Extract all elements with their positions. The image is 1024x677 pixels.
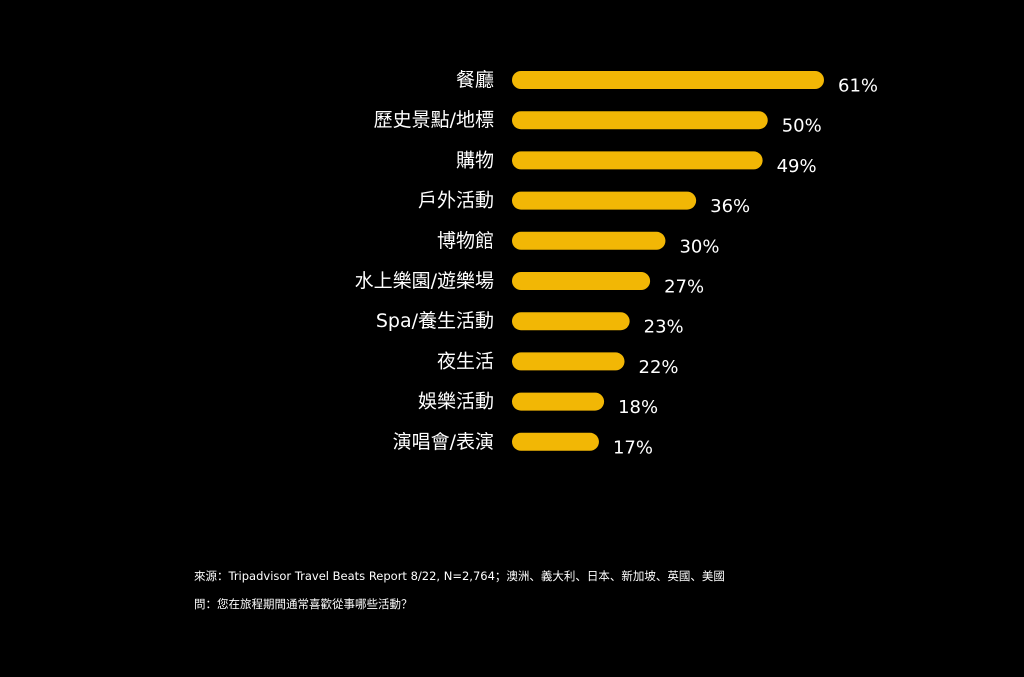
category-label-3: 購物: [456, 149, 494, 171]
category-label-1: 餐廳: [456, 69, 494, 91]
question-note: 問：您在旅程期間通常喜歡從事哪些活動？: [194, 597, 413, 611]
bar-9: [512, 392, 605, 411]
value-label-8: 22%: [639, 357, 679, 378]
bar-2: [512, 111, 768, 130]
value-label-1: 61%: [838, 76, 878, 97]
bar-6: [512, 272, 651, 290]
value-label-3: 49%: [777, 156, 817, 177]
value-label-10: 17%: [613, 437, 653, 458]
category-label-5: 博物館: [437, 230, 494, 252]
category-label-4: 戶外活動: [418, 190, 494, 212]
source-note: 來源：Tripadvisor Travel Beats Report 8/22,…: [194, 569, 725, 583]
bar-1: [512, 71, 824, 89]
value-label-2: 50%: [782, 116, 822, 137]
bar-10: [512, 432, 599, 451]
category-label-7: Spa/養生活動: [376, 310, 494, 332]
bar-3: [512, 151, 763, 170]
bars-group: [512, 71, 824, 451]
category-label-6: 水上樂園/遊樂場: [355, 270, 494, 292]
value-label-4: 36%: [710, 196, 750, 217]
bar-5: [512, 231, 666, 250]
bar-7: [512, 312, 630, 331]
category-label-8: 夜生活: [437, 350, 494, 372]
value-label-5: 30%: [679, 236, 719, 257]
bar-8: [512, 352, 625, 371]
category-label-10: 演唱會/表演: [393, 431, 494, 453]
category-label-9: 娛樂活動: [418, 391, 494, 413]
bar-4: [512, 191, 697, 210]
category-label-2: 歷史景點/地標: [374, 109, 494, 131]
value-labels-group: 61% 50% 49% 36% 30% 27% 23% 22% 18% 17%: [613, 76, 878, 459]
value-label-6: 27%: [664, 277, 704, 298]
value-label-7: 23%: [644, 317, 684, 338]
value-label-9: 18%: [618, 397, 658, 418]
